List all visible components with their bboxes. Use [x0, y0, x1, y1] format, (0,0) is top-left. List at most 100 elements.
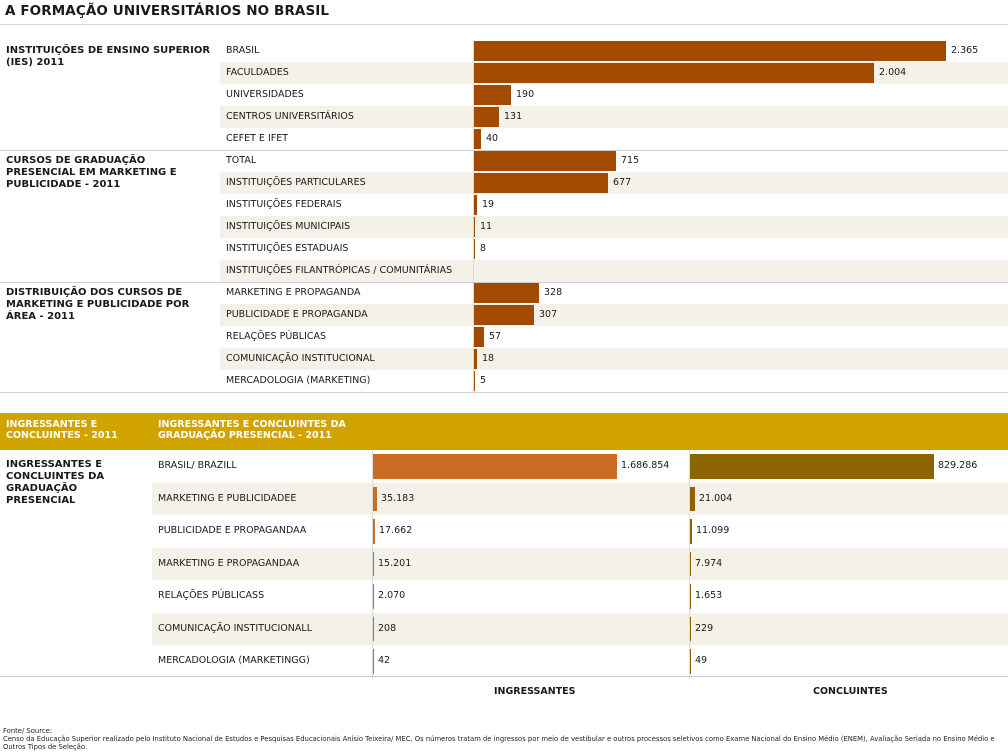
concluintes-bar	[689, 584, 691, 609]
source-footnote: Fonte/ Source: Censo da Educação Superio…	[3, 727, 1003, 751]
bar-axis	[473, 150, 474, 282]
title-divider	[0, 24, 1008, 25]
footnote-label: Fonte/ Source:	[3, 727, 53, 735]
bar-category-label: MARKETING E PROPAGANDA	[226, 287, 361, 298]
concluintes-value-label: 11.099	[696, 525, 730, 536]
bar-axis	[473, 40, 474, 150]
ingressantes-bar	[372, 616, 374, 641]
bar	[473, 305, 534, 325]
bar-row: COMUNICAÇÃO INSTITUCIONAL	[220, 348, 1008, 370]
concluintes-value-label: 7.974	[695, 557, 723, 569]
footnote-text: Censo da Educação Superior realizado pel…	[3, 735, 995, 751]
bar-category-label: INSTITUIÇÕES ESTADUAIS	[226, 243, 349, 254]
enrollment-header-band: INGRESSANTES E CONCLUINTES - 2011 INGRES…	[0, 413, 1008, 450]
bar-row: CENTROS UNIVERSITÁRIOS	[220, 106, 1008, 128]
page-title: A FORMAÇÃO UNIVERSITÁRIOS NO BRASIL	[5, 3, 330, 19]
section-divider	[0, 392, 1008, 393]
bar-value-label: 131	[504, 111, 523, 122]
ingressantes-value-label: 1.686.854	[621, 460, 670, 471]
bar-value-label: 11	[480, 221, 493, 232]
bar-category-label: INSTITUIÇÕES FEDERAIS	[226, 199, 342, 210]
bar-category-label: BRASIL	[226, 45, 260, 56]
bar-value-label: 8	[480, 243, 487, 254]
bar-category-label: INSTITUIÇÕES FILANTRÓPICAS / COMUNITÁRIA…	[226, 265, 453, 276]
concluintes-axis	[689, 450, 690, 678]
bar-value-label: 2.365	[951, 45, 979, 56]
bar-value-label: 328	[544, 287, 563, 298]
bar-category-label: RELAÇÕES PÚBLICAS	[226, 331, 327, 342]
bar-category-label: CENTROS UNIVERSITÁRIOS	[226, 111, 354, 122]
ingressantes-bar	[372, 584, 374, 609]
bar	[473, 63, 874, 83]
bar-value-label: 19	[482, 199, 495, 210]
section-divider	[0, 282, 1008, 283]
bar	[473, 85, 511, 105]
ingressantes-value-label: 208	[378, 622, 397, 634]
bar-row: TOTAL	[220, 150, 1008, 172]
bar-row: UNIVERSIDADES	[220, 84, 1008, 106]
bar-value-label: 190	[516, 89, 535, 100]
bar	[473, 239, 475, 259]
concluintes-bar	[689, 616, 691, 641]
concluintes-bar	[689, 649, 691, 674]
bar-category-label: PUBLICIDADE E PROPAGANDA	[226, 309, 368, 320]
enrollment-category-label: COMUNICAÇÃO INSTITUCIONALL	[158, 622, 312, 634]
section-label-1: INSTITUIÇÕES DE ENSINO SUPERIOR (IES) 20…	[6, 45, 211, 68]
enrollment-section-label: INGRESSANTES E CONCLUINTES DA GRADUAÇÃO …	[6, 459, 105, 506]
bar-value-label: 715	[621, 155, 640, 166]
enrollment-row: PUBLICIDADE E PROPAGANDAA	[152, 515, 1008, 548]
bar-value-label: 40	[486, 133, 499, 144]
bar-row: INSTITUIÇÕES MUNICIPAIS	[220, 216, 1008, 238]
bar-category-label: MERCADOLOGIA (MARKETING)	[226, 375, 371, 386]
enrollment-row: MARKETING E PUBLICIDADEE	[152, 482, 1008, 515]
bar-category-label: CEFET E IFET	[226, 133, 289, 144]
bar-value-label: 307	[539, 309, 558, 320]
enrollment-category-label: RELAÇÕES PÚBLICASS	[158, 590, 265, 601]
bar-row: MARKETING E PROPAGANDA	[220, 282, 1008, 304]
concluintes-value-label: 1.653	[695, 590, 723, 601]
bar	[473, 195, 477, 215]
concluintes-bar	[689, 551, 691, 576]
section-label-3: DISTRIBUIÇÃO DOS CURSOS DE MARKETING E P…	[6, 287, 190, 322]
bar-row: INSTITUIÇÕES PARTICULARES	[220, 172, 1008, 194]
enrollment-category-label: PUBLICIDADE E PROPAGANDAA	[158, 525, 307, 536]
section-label-2: CURSOS DE GRADUAÇÃO PRESENCIAL EM MARKET…	[6, 155, 177, 190]
ingressantes-value-label: 42	[378, 655, 391, 666]
bar-row: BRASIL	[220, 40, 1008, 62]
bar-category-label: FACULDADES	[226, 67, 289, 78]
bar-row: RELAÇÕES PÚBLICAS	[220, 326, 1008, 348]
ingressantes-bar	[372, 649, 374, 674]
ingressantes-value-label: 17.662	[379, 525, 413, 536]
ingressantes-axis	[372, 450, 373, 678]
enrollment-row: BRASIL/ BRAZILL	[152, 450, 1008, 483]
bar-category-label: COMUNICAÇÃO INSTITUCIONAL	[226, 353, 375, 364]
enrollment-row: MERCADOLOGIA (MARKETINGG)	[152, 645, 1008, 678]
ingressantes-value-label: 2.070	[378, 590, 406, 601]
bar	[473, 41, 946, 61]
enrollment-header-right: INGRESSANTES E CONCLUINTES DA GRADUAÇÃO …	[158, 419, 346, 441]
concluintes-bar	[689, 486, 695, 511]
bar-category-label: UNIVERSIDADES	[226, 89, 304, 100]
bar-value-label: 57	[489, 331, 502, 342]
concluintes-value-label: 49	[695, 655, 708, 666]
ingressantes-bar	[372, 519, 375, 544]
bar	[473, 107, 499, 127]
bar	[473, 327, 484, 347]
concluintes-value-label: 829.286	[938, 460, 978, 471]
concluintes-value-label: 21.004	[699, 492, 733, 504]
bar	[473, 283, 539, 303]
bar-row: PUBLICIDADE E PROPAGANDA	[220, 304, 1008, 326]
enrollment-category-label: MARKETING E PROPAGANDAA	[158, 557, 300, 569]
bar	[473, 349, 477, 369]
bar	[473, 151, 616, 171]
bar-category-label: INSTITUIÇÕES PARTICULARES	[226, 177, 366, 188]
concluintes-bar	[689, 454, 934, 479]
enrollment-row: MARKETING E PROPAGANDAA	[152, 547, 1008, 580]
enrollment-category-label: MARKETING E PUBLICIDADEE	[158, 492, 297, 504]
ingressantes-bar	[372, 551, 374, 576]
bar-row: INSTITUIÇÕES FILANTRÓPICAS / COMUNITÁRIA…	[220, 260, 1008, 282]
ingressantes-value-label: 15.201	[378, 557, 412, 569]
enrollment-category-label: BRASIL/ BRAZILL	[158, 460, 237, 471]
bar-value-label: 2.004	[879, 67, 907, 78]
concluintes-value-label: 229	[695, 622, 714, 634]
